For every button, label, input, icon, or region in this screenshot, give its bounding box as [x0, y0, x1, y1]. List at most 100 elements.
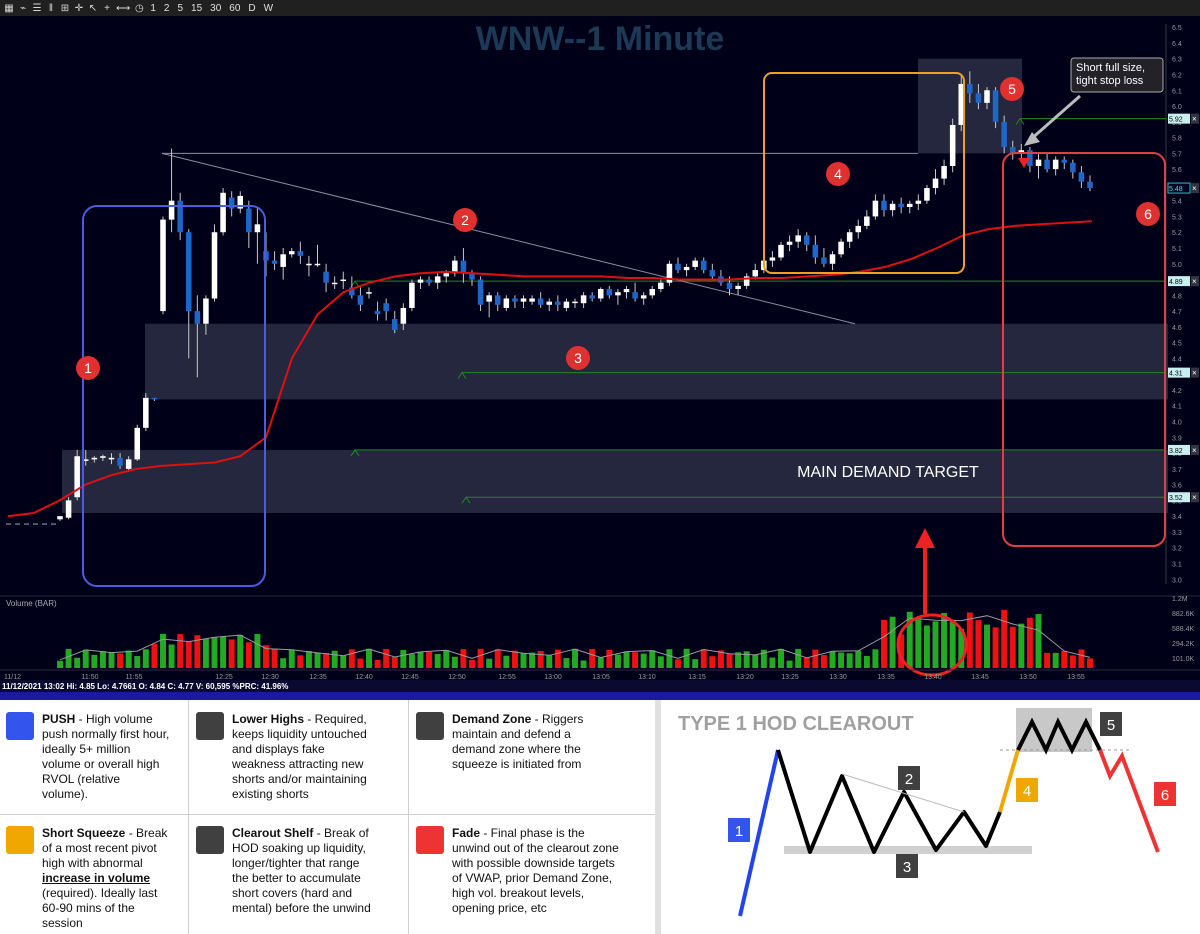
volume-bar: [486, 658, 493, 668]
candle: [366, 287, 372, 299]
volume-bar: [606, 649, 613, 668]
step-line: the better to accumulate: [232, 871, 361, 885]
volume-bar: [923, 625, 930, 668]
candle: [932, 169, 939, 195]
demand-zone: [145, 323, 1168, 400]
table-divider: [408, 700, 409, 934]
volume-bar: [340, 655, 347, 668]
volume-bar: [117, 653, 124, 668]
step-line: Short Squeeze - Break: [42, 826, 168, 840]
x-tick-label: 13:15: [688, 674, 706, 681]
candle: [795, 229, 801, 248]
price-tag: 5.92 ×: [1168, 113, 1199, 124]
candle: [829, 251, 836, 271]
x-tick-label: 13:00: [544, 674, 562, 681]
y-tick-label: 3.6: [1172, 483, 1182, 490]
volume-bar: [915, 619, 922, 668]
volume-bar: [1009, 626, 1016, 668]
volume-bar: [589, 648, 596, 668]
candle: [778, 241, 784, 261]
range-zigzag: [776, 749, 1002, 854]
timeframe-30[interactable]: 30: [210, 2, 222, 14]
volume-bar: [408, 654, 415, 668]
volume-bar: [1078, 649, 1085, 668]
volume-bar: [74, 657, 81, 668]
candle: [941, 159, 947, 185]
candle: [151, 397, 158, 402]
clock-icon[interactable]: ◷: [134, 2, 144, 14]
candle: [134, 424, 141, 461]
timeframe-60[interactable]: 60: [229, 2, 241, 14]
crosshair-icon[interactable]: ✛: [74, 2, 84, 14]
volume-bar: [632, 652, 639, 668]
x-tick-label: 13:25: [781, 674, 799, 681]
step-title: PUSH: [42, 712, 76, 726]
candle: [597, 287, 604, 302]
candle: [881, 194, 887, 217]
volume-bar: [65, 648, 72, 668]
timeframe-2[interactable]: 2: [163, 2, 170, 14]
step-badge: [416, 826, 444, 854]
svg-text:1: 1: [84, 360, 92, 376]
legend-step-4: Short Squeeze - Break of a most recent pi…: [0, 814, 190, 930]
line-icon[interactable]: ⟷: [116, 2, 131, 14]
volume-bar: [820, 655, 827, 668]
volume-bar: [735, 652, 742, 668]
timeframe-W[interactable]: W: [263, 2, 274, 14]
grid-icon[interactable]: ⊞: [60, 2, 70, 14]
volume-bar: [709, 656, 716, 668]
step-line: with possible downside targets: [452, 856, 615, 870]
y-tick-label: 6.0: [1172, 104, 1182, 111]
step-line: HOD soaking up liquidity,: [232, 841, 366, 855]
volume-bar: [357, 658, 364, 668]
drawing-icon[interactable]: ⌁: [19, 2, 27, 14]
timeframe-5[interactable]: 5: [177, 2, 184, 14]
timeframe-D[interactable]: D: [248, 2, 256, 14]
x-tick-label: 11:50: [82, 674, 99, 681]
list-icon[interactable]: ☰: [32, 2, 42, 14]
timeframe-15[interactable]: 15: [191, 2, 203, 14]
step-line: opening price, etc: [452, 901, 547, 915]
y-tick-label: 6.3: [1172, 57, 1182, 64]
price-chart[interactable]: WNW--1 Minute3.03.13.23.33.43.53.63.73.8…: [0, 16, 1200, 700]
legend-step-6: Fade - Final phase is the unwind out of t…: [410, 814, 660, 928]
timeframe-1[interactable]: 1: [150, 2, 156, 14]
volume-bar: [1061, 650, 1068, 668]
candle: [160, 216, 166, 315]
pointer-icon[interactable]: ↖: [88, 2, 98, 14]
candle: [228, 191, 235, 217]
candle: [1087, 175, 1093, 192]
volume-bar: [57, 660, 63, 668]
level-arrow: [461, 496, 471, 504]
svg-text:3: 3: [903, 859, 911, 876]
volume-bar: [245, 642, 252, 668]
diagram-label-5: 5: [1100, 712, 1122, 736]
y-tick-label: 3.4: [1172, 514, 1182, 521]
step-line: PUSH - High volume: [42, 712, 153, 726]
step-marker-6: 6: [1136, 202, 1160, 226]
volume-bar: [511, 650, 518, 668]
volume-bar: [675, 659, 681, 668]
step-line: Lower Highs - Required,: [232, 712, 367, 726]
layout-icon[interactable]: ▦: [4, 2, 14, 14]
candle: [211, 224, 218, 302]
short-entry-marker: [1018, 158, 1030, 168]
candle: [666, 260, 673, 286]
volume-bar: [984, 624, 990, 668]
volume-bar: [1069, 655, 1076, 668]
x-tick-label: 13:05: [592, 674, 610, 681]
volume-bar: [649, 650, 656, 668]
pause-icon[interactable]: ‖: [48, 2, 54, 14]
step-line: (required). Ideally last: [42, 886, 158, 900]
squeeze-line: [998, 749, 1020, 813]
price-tag: 5.48 ×: [1167, 182, 1199, 194]
y-tick-label: 3.0: [1172, 577, 1182, 584]
plus-icon[interactable]: +: [104, 2, 110, 14]
candle: [220, 188, 226, 236]
volume-bar: [872, 649, 879, 668]
volume-bar: [254, 633, 261, 668]
scroll-bar[interactable]: [0, 692, 1200, 700]
diagram-label-4: 4: [1016, 778, 1038, 802]
candle: [246, 200, 252, 248]
